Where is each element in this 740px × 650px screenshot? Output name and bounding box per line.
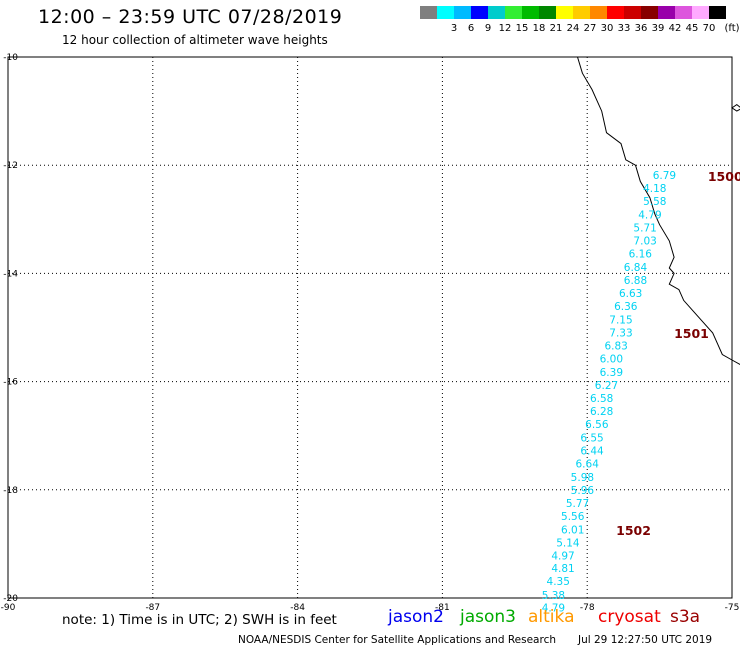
legend-label: 9 bbox=[484, 23, 492, 34]
wave-height-label: 6.88 bbox=[624, 275, 647, 287]
wave-height-label: 5.14 bbox=[556, 537, 580, 549]
legend-label: 33 bbox=[617, 23, 631, 34]
wave-height-label: 6.39 bbox=[600, 367, 623, 379]
wave-height-label: 6.58 bbox=[590, 393, 613, 405]
legend-label: 30 bbox=[600, 23, 614, 34]
legend-swatch bbox=[505, 6, 522, 19]
legend-swatch bbox=[471, 6, 488, 19]
legend-swatch bbox=[573, 6, 590, 19]
timestamp-text: Jul 29 12:27:50 UTC 2019 bbox=[578, 634, 713, 646]
wave-height-label: 6.79 bbox=[653, 170, 676, 182]
legend-swatch bbox=[420, 6, 437, 19]
legend-swatch bbox=[437, 6, 454, 19]
legend-label: 3 bbox=[450, 23, 458, 34]
wave-height-label: 6.64 bbox=[576, 458, 600, 470]
wave-height-label: 5.98 bbox=[571, 472, 594, 484]
legend-label: 24 bbox=[566, 23, 580, 34]
wave-height-label: 7.03 bbox=[633, 235, 656, 247]
legend-label: 42 bbox=[668, 23, 682, 34]
wave-height-label: 4.79 bbox=[542, 603, 565, 615]
legend-swatch bbox=[556, 6, 573, 19]
island bbox=[731, 103, 740, 112]
wave-height-label: 5.38 bbox=[542, 590, 565, 602]
page-subtitle: 12 hour collection of altimeter wave hei… bbox=[62, 33, 328, 47]
lon-tick-label: -87 bbox=[145, 603, 160, 613]
legend-swatch bbox=[454, 6, 471, 19]
legend-swatch bbox=[709, 6, 726, 19]
wave-height-label: 6.16 bbox=[629, 248, 653, 260]
legend-label: 36 bbox=[634, 23, 648, 34]
wave-height-label: 6.28 bbox=[590, 406, 613, 418]
wave-height-label: 6.01 bbox=[561, 524, 584, 536]
wave-height-label: 6.84 bbox=[624, 262, 648, 274]
credit-text: NOAA/NESDIS Center for Satellite Applica… bbox=[238, 634, 556, 646]
footer-note: note: 1) Time is in UTC; 2) SWH is in fe… bbox=[62, 612, 337, 628]
legend-label: 45 bbox=[685, 23, 699, 34]
lat-tick-label: -10 bbox=[3, 53, 18, 63]
legend-label: 6 bbox=[467, 23, 475, 34]
wave-height-label: 4.79 bbox=[638, 209, 661, 221]
lon-tick-label: -81 bbox=[435, 603, 450, 613]
wave-height-label: 4.35 bbox=[547, 576, 570, 588]
satellite-label-jason3: jason3 bbox=[460, 607, 516, 627]
lon-tick-label: -75 bbox=[725, 603, 740, 613]
legend-swatch bbox=[522, 6, 539, 19]
lon-tick-label: -84 bbox=[290, 603, 305, 613]
legend-swatch bbox=[590, 6, 607, 19]
page-title: 12:00 – 23:59 UTC 07/28/2019 bbox=[38, 6, 343, 28]
legend-swatch bbox=[607, 6, 624, 19]
legend-swatch bbox=[539, 6, 556, 19]
wave-height-label: 5.71 bbox=[633, 222, 656, 234]
lat-tick-label: -14 bbox=[3, 269, 18, 279]
legend-swatch bbox=[675, 6, 692, 19]
legend-unit: (ft) bbox=[724, 23, 740, 34]
lat-tick-label: -18 bbox=[3, 486, 18, 496]
wave-height-label: 6.27 bbox=[595, 380, 618, 392]
wave-height-label: 5.58 bbox=[643, 196, 666, 208]
wave-height-label: 6.83 bbox=[604, 340, 627, 352]
wave-height-label: 6.56 bbox=[585, 419, 609, 431]
wave-height-label: 6.55 bbox=[580, 432, 603, 444]
legend-swatch bbox=[488, 6, 505, 19]
satellite-label-altika: altika bbox=[528, 607, 575, 627]
legend-label: 39 bbox=[651, 23, 665, 34]
legend-label: 21 bbox=[549, 23, 563, 34]
legend-label: 15 bbox=[515, 23, 529, 34]
pass-number-label: 1501 bbox=[674, 326, 709, 341]
wave-height-label: 6.44 bbox=[580, 445, 604, 457]
wave-height-label: 4.81 bbox=[551, 563, 574, 575]
satellite-label-jason2: jason2 bbox=[388, 607, 444, 627]
wave-height-label: 6.63 bbox=[619, 288, 642, 300]
pass-number-label: 1502 bbox=[616, 523, 651, 538]
legend-swatch bbox=[692, 6, 709, 19]
wave-height-label: 5.77 bbox=[566, 498, 589, 510]
map-frame bbox=[7, 56, 733, 599]
legend-swatch bbox=[658, 6, 675, 19]
wave-height-label: 4.97 bbox=[551, 550, 574, 562]
lon-tick-label: -90 bbox=[1, 603, 16, 613]
legend-label: 27 bbox=[583, 23, 597, 34]
lat-tick-label: -12 bbox=[3, 161, 18, 171]
satellite-label-s3a: s3a bbox=[670, 607, 701, 627]
legend-swatch bbox=[624, 6, 641, 19]
coastline bbox=[577, 56, 740, 366]
wave-height-label: 7.33 bbox=[609, 327, 632, 339]
wave-height-label: 6.00 bbox=[600, 353, 623, 365]
wave-height-label: 4.18 bbox=[643, 183, 666, 195]
wave-height-label: 5.56 bbox=[561, 511, 585, 523]
lon-tick-label: -78 bbox=[580, 603, 595, 613]
lat-tick-label: -16 bbox=[3, 378, 18, 388]
wave-height-label: 6.36 bbox=[614, 301, 638, 313]
satellite-label-cryosat: cryosat bbox=[598, 607, 661, 627]
legend-label: 18 bbox=[532, 23, 546, 34]
pass-number-label: 1500 bbox=[708, 169, 740, 184]
legend-label: 70 bbox=[702, 23, 716, 34]
legend-label: 12 bbox=[498, 23, 512, 34]
legend-swatch bbox=[641, 6, 658, 19]
wave-height-label: 5.96 bbox=[571, 485, 595, 497]
lat-tick-label: -20 bbox=[3, 594, 18, 604]
wave-height-label: 7.15 bbox=[609, 314, 632, 326]
